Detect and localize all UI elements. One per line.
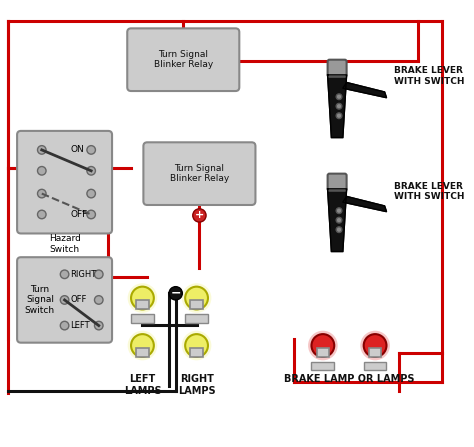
Text: Hazard
Switch: Hazard Switch bbox=[49, 234, 81, 254]
Text: Turn Signal
Blinker Relay: Turn Signal Blinker Relay bbox=[170, 164, 229, 183]
Circle shape bbox=[336, 113, 342, 118]
FancyBboxPatch shape bbox=[144, 142, 255, 205]
Text: RIGHT
LAMPS: RIGHT LAMPS bbox=[178, 374, 215, 396]
Circle shape bbox=[87, 210, 95, 219]
Text: LEFT: LEFT bbox=[70, 321, 90, 330]
FancyBboxPatch shape bbox=[190, 300, 203, 309]
FancyBboxPatch shape bbox=[369, 348, 382, 357]
Text: OFF: OFF bbox=[70, 210, 88, 219]
Circle shape bbox=[131, 287, 154, 309]
Circle shape bbox=[60, 295, 69, 304]
Circle shape bbox=[37, 210, 46, 219]
FancyBboxPatch shape bbox=[131, 314, 154, 323]
FancyBboxPatch shape bbox=[328, 173, 346, 191]
FancyBboxPatch shape bbox=[17, 257, 112, 343]
FancyBboxPatch shape bbox=[136, 300, 149, 309]
Circle shape bbox=[131, 334, 154, 357]
Circle shape bbox=[128, 331, 157, 360]
Circle shape bbox=[336, 217, 342, 223]
Polygon shape bbox=[343, 196, 386, 211]
Circle shape bbox=[37, 167, 46, 175]
Polygon shape bbox=[328, 189, 346, 252]
Circle shape bbox=[169, 287, 182, 300]
Text: +: + bbox=[195, 211, 204, 220]
FancyBboxPatch shape bbox=[136, 348, 149, 357]
FancyBboxPatch shape bbox=[190, 348, 203, 357]
Circle shape bbox=[94, 321, 103, 330]
Circle shape bbox=[308, 331, 337, 360]
Circle shape bbox=[87, 146, 95, 154]
Circle shape bbox=[87, 190, 95, 198]
Text: BRAKE LEVER
WITH SWITCH: BRAKE LEVER WITH SWITCH bbox=[394, 182, 465, 202]
Circle shape bbox=[60, 321, 69, 330]
Text: BRAKE LAMP OR LAMPS: BRAKE LAMP OR LAMPS bbox=[284, 374, 415, 384]
Polygon shape bbox=[343, 83, 386, 98]
Circle shape bbox=[336, 94, 342, 100]
Text: −: − bbox=[171, 287, 181, 300]
FancyBboxPatch shape bbox=[328, 60, 346, 77]
FancyBboxPatch shape bbox=[127, 28, 239, 91]
FancyBboxPatch shape bbox=[185, 314, 208, 323]
Polygon shape bbox=[328, 75, 346, 138]
Circle shape bbox=[182, 331, 211, 360]
Circle shape bbox=[336, 227, 342, 232]
Circle shape bbox=[311, 334, 334, 357]
Circle shape bbox=[193, 209, 206, 222]
Text: BRAKE LEVER
WITH SWITCH: BRAKE LEVER WITH SWITCH bbox=[394, 66, 465, 85]
Circle shape bbox=[360, 331, 390, 360]
Circle shape bbox=[185, 287, 208, 309]
FancyBboxPatch shape bbox=[317, 348, 329, 357]
Text: ON: ON bbox=[70, 145, 84, 154]
Circle shape bbox=[336, 208, 342, 214]
Circle shape bbox=[37, 146, 46, 154]
Text: OFF: OFF bbox=[70, 295, 87, 304]
FancyBboxPatch shape bbox=[17, 131, 112, 233]
Text: RIGHT: RIGHT bbox=[70, 270, 97, 279]
Circle shape bbox=[185, 334, 208, 357]
Circle shape bbox=[37, 190, 46, 198]
Text: LEFT
LAMPS: LEFT LAMPS bbox=[124, 374, 161, 396]
Circle shape bbox=[87, 167, 95, 175]
Circle shape bbox=[94, 270, 103, 278]
Text: Turn
Signal
Switch: Turn Signal Switch bbox=[25, 285, 55, 315]
Circle shape bbox=[364, 334, 386, 357]
Circle shape bbox=[94, 295, 103, 304]
Circle shape bbox=[182, 283, 211, 313]
Circle shape bbox=[128, 283, 157, 313]
FancyBboxPatch shape bbox=[311, 362, 334, 370]
Circle shape bbox=[336, 103, 342, 109]
FancyBboxPatch shape bbox=[364, 362, 386, 370]
Text: Turn Signal
Blinker Relay: Turn Signal Blinker Relay bbox=[154, 50, 213, 69]
Circle shape bbox=[60, 270, 69, 278]
